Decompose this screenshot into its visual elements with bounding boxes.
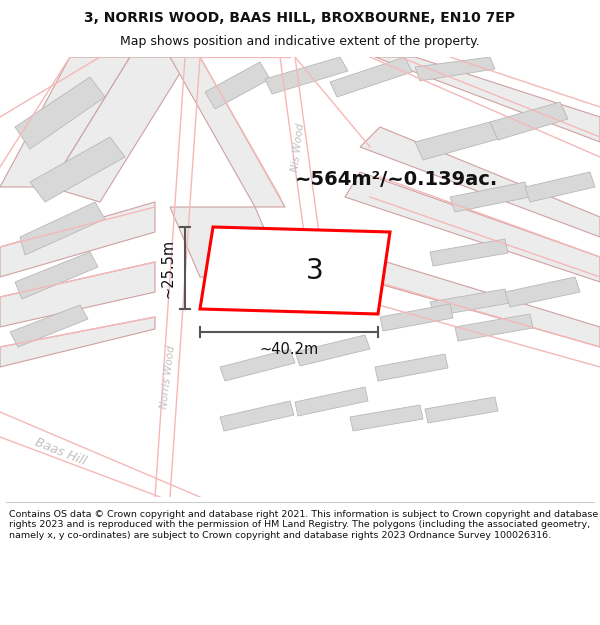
Polygon shape [450, 182, 530, 212]
Polygon shape [0, 57, 130, 187]
Polygon shape [505, 277, 580, 307]
Text: Nis Wood: Nis Wood [290, 122, 306, 172]
Polygon shape [200, 227, 390, 314]
Polygon shape [50, 57, 190, 202]
Text: Norris Wood: Norris Wood [159, 345, 177, 409]
Polygon shape [330, 57, 412, 97]
Polygon shape [490, 102, 568, 140]
Polygon shape [525, 172, 595, 202]
Polygon shape [0, 262, 155, 327]
Polygon shape [15, 252, 98, 299]
Text: ~564m²/~0.139ac.: ~564m²/~0.139ac. [295, 170, 498, 189]
Polygon shape [360, 127, 600, 237]
Polygon shape [295, 335, 370, 366]
Polygon shape [430, 289, 510, 316]
Text: ~25.5m: ~25.5m [160, 239, 175, 298]
Polygon shape [170, 57, 285, 207]
Polygon shape [350, 405, 423, 431]
Polygon shape [455, 314, 533, 341]
Polygon shape [415, 122, 498, 160]
Polygon shape [295, 387, 368, 416]
Polygon shape [205, 62, 270, 109]
Polygon shape [355, 257, 600, 347]
Polygon shape [15, 77, 105, 149]
Polygon shape [170, 207, 285, 277]
Polygon shape [265, 57, 348, 94]
Text: 3, NORRIS WOOD, BAAS HILL, BROXBOURNE, EN10 7EP: 3, NORRIS WOOD, BAAS HILL, BROXBOURNE, E… [85, 11, 515, 26]
Text: Map shows position and indicative extent of the property.: Map shows position and indicative extent… [120, 36, 480, 49]
Text: 3: 3 [307, 256, 324, 284]
Polygon shape [375, 57, 600, 142]
Polygon shape [30, 137, 125, 202]
Polygon shape [0, 317, 155, 367]
Text: ~40.2m: ~40.2m [259, 342, 319, 357]
Polygon shape [380, 304, 453, 331]
Polygon shape [415, 57, 495, 81]
Polygon shape [375, 354, 448, 381]
Polygon shape [345, 172, 600, 282]
Polygon shape [220, 349, 295, 381]
Polygon shape [10, 305, 88, 347]
Polygon shape [425, 397, 498, 423]
Polygon shape [0, 202, 155, 277]
Polygon shape [220, 401, 294, 431]
Polygon shape [20, 202, 105, 255]
Polygon shape [430, 239, 508, 266]
Text: Contains OS data © Crown copyright and database right 2021. This information is : Contains OS data © Crown copyright and d… [9, 510, 598, 539]
Text: Baas Hill: Baas Hill [32, 436, 88, 468]
